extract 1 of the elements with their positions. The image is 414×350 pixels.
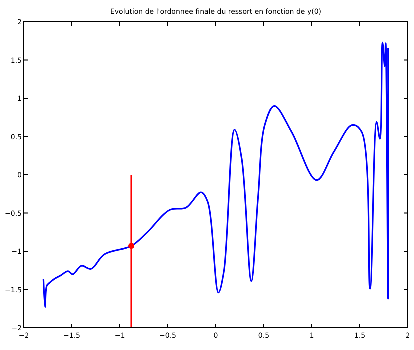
line-series (42, 42, 390, 308)
